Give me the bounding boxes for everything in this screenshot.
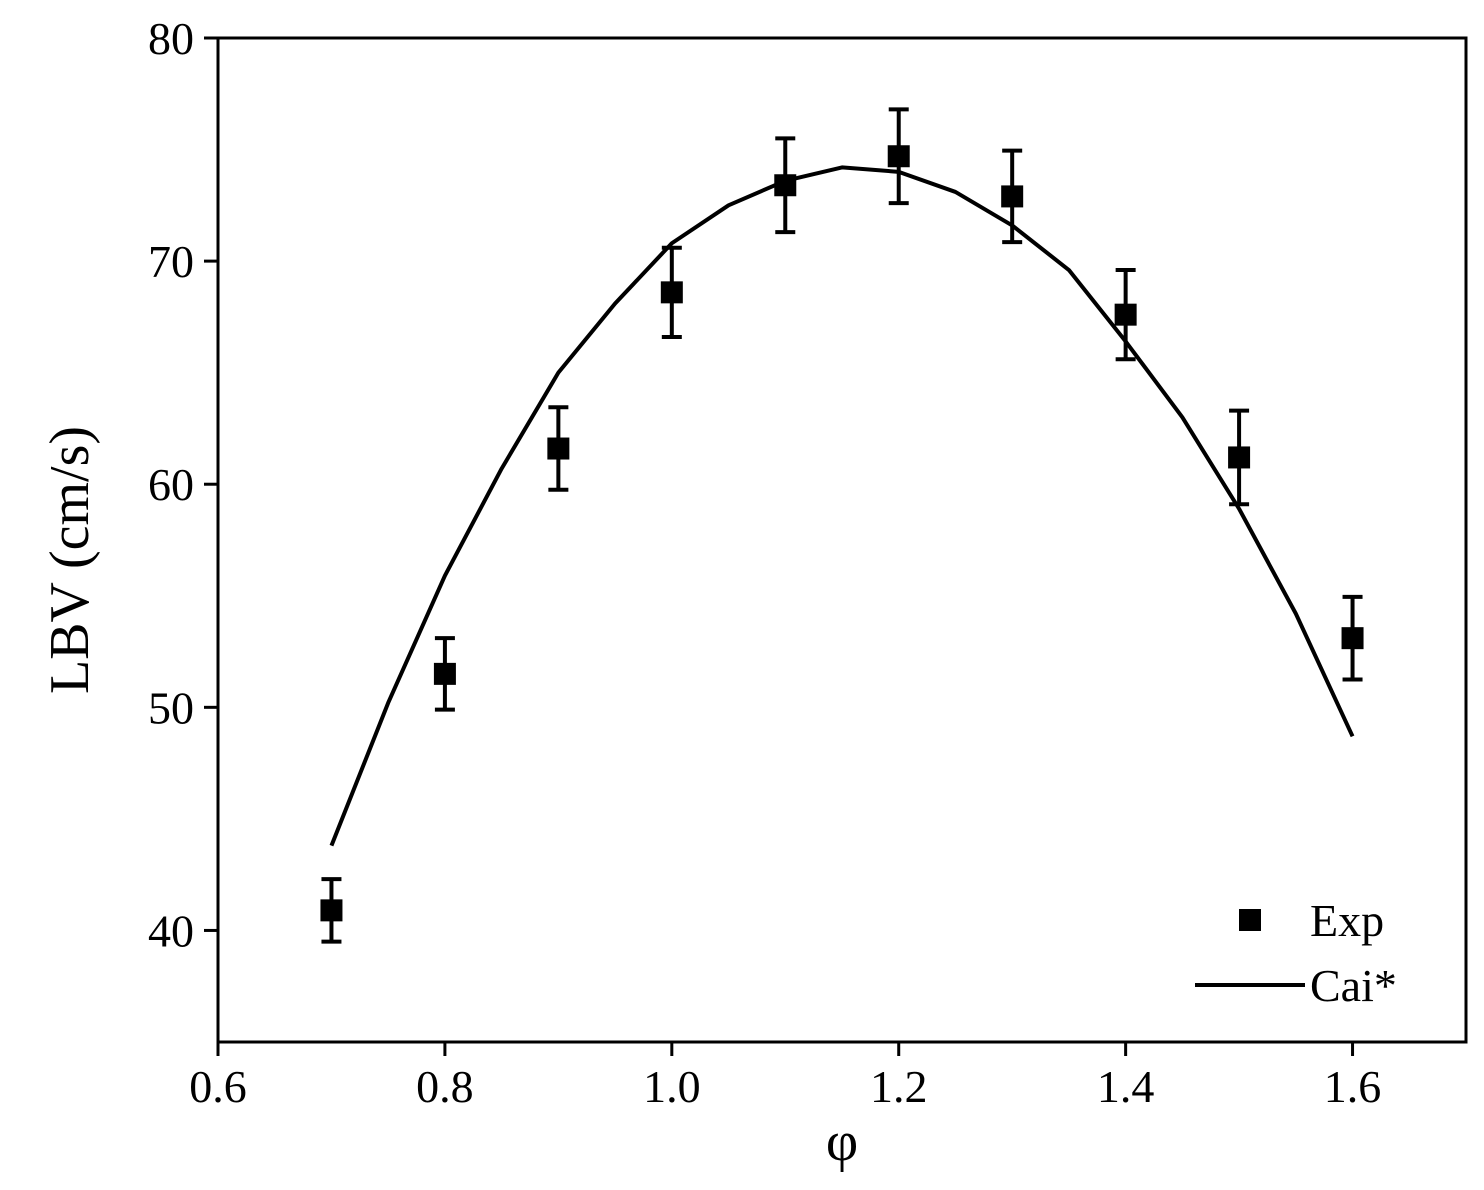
marker: [320, 899, 343, 922]
x-axis-label: φ: [826, 1111, 858, 1173]
x-tick-label: 0.8: [416, 1061, 474, 1112]
x-tick-label: 1.4: [1097, 1061, 1155, 1112]
marker: [433, 662, 456, 685]
x-tick-label: 1.2: [870, 1061, 928, 1112]
x-tick-label: 0.6: [189, 1061, 247, 1112]
marker: [1341, 627, 1364, 650]
y-axis-label: LBV (cm/s): [39, 426, 101, 694]
plot-frame: [216, 36, 1468, 1044]
y-tick-label: 80: [148, 13, 194, 64]
marker: [660, 281, 683, 304]
legend-label: Cai*: [1310, 960, 1397, 1011]
marker: [1114, 303, 1137, 326]
marker: [1228, 446, 1251, 469]
x-tick-label: 1.6: [1324, 1061, 1382, 1112]
x-tick-label: 1.0: [643, 1061, 701, 1112]
y-tick-label: 50: [148, 682, 194, 733]
y-tick-label: 70: [148, 236, 194, 287]
legend-marker: [1239, 909, 1261, 931]
legend-label: Exp: [1310, 895, 1384, 946]
marker: [887, 145, 910, 168]
y-tick-label: 40: [148, 905, 194, 956]
curve: [329, 165, 1355, 847]
marker: [1001, 185, 1024, 208]
y-tick-label: 60: [148, 459, 194, 510]
marker: [547, 437, 570, 460]
